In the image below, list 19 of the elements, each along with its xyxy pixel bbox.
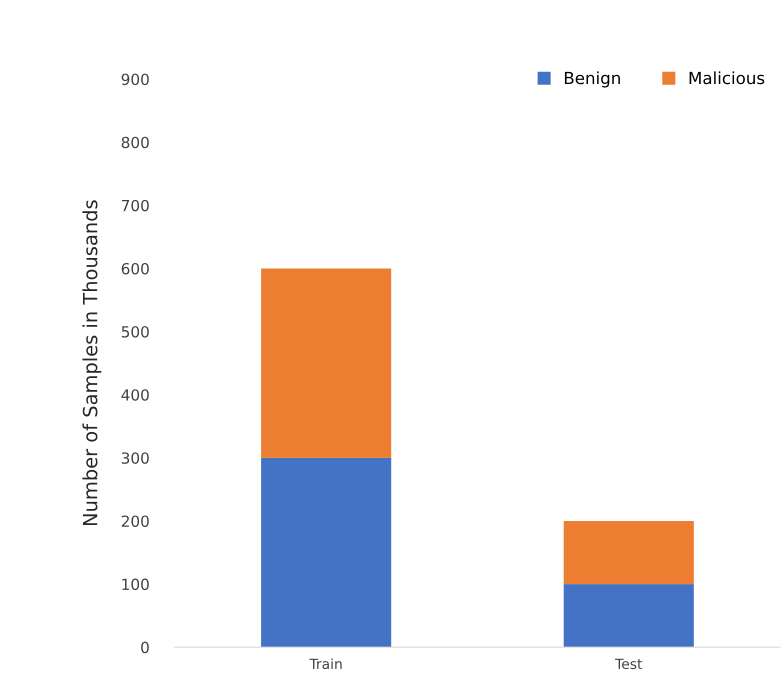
y-tick-label: 200 — [122, 515, 149, 527]
y-axis-title: Number of Samples in Thousands — [82, 200, 102, 526]
y-tick-label: 600 — [122, 262, 149, 274]
y-tick-label: 0 — [141, 642, 149, 654]
bar — [564, 520, 694, 584]
x-tick-label: Train — [309, 658, 342, 670]
y-tick-label: 700 — [122, 200, 149, 212]
bar — [564, 584, 694, 648]
x-tick-label: Test — [615, 658, 642, 670]
legend-label: Malicious — [690, 71, 764, 84]
bar — [261, 458, 392, 648]
y-tick-label: 100 — [122, 578, 149, 590]
y-tick-label: 800 — [122, 136, 149, 148]
y-tick-label: 300 — [122, 452, 149, 464]
bar — [261, 268, 392, 458]
y-tick-label: 900 — [122, 74, 149, 86]
y-tick-label: 400 — [121, 389, 149, 401]
y-tick-label: 500 — [122, 326, 149, 338]
legend-label: Benign — [564, 71, 620, 88]
